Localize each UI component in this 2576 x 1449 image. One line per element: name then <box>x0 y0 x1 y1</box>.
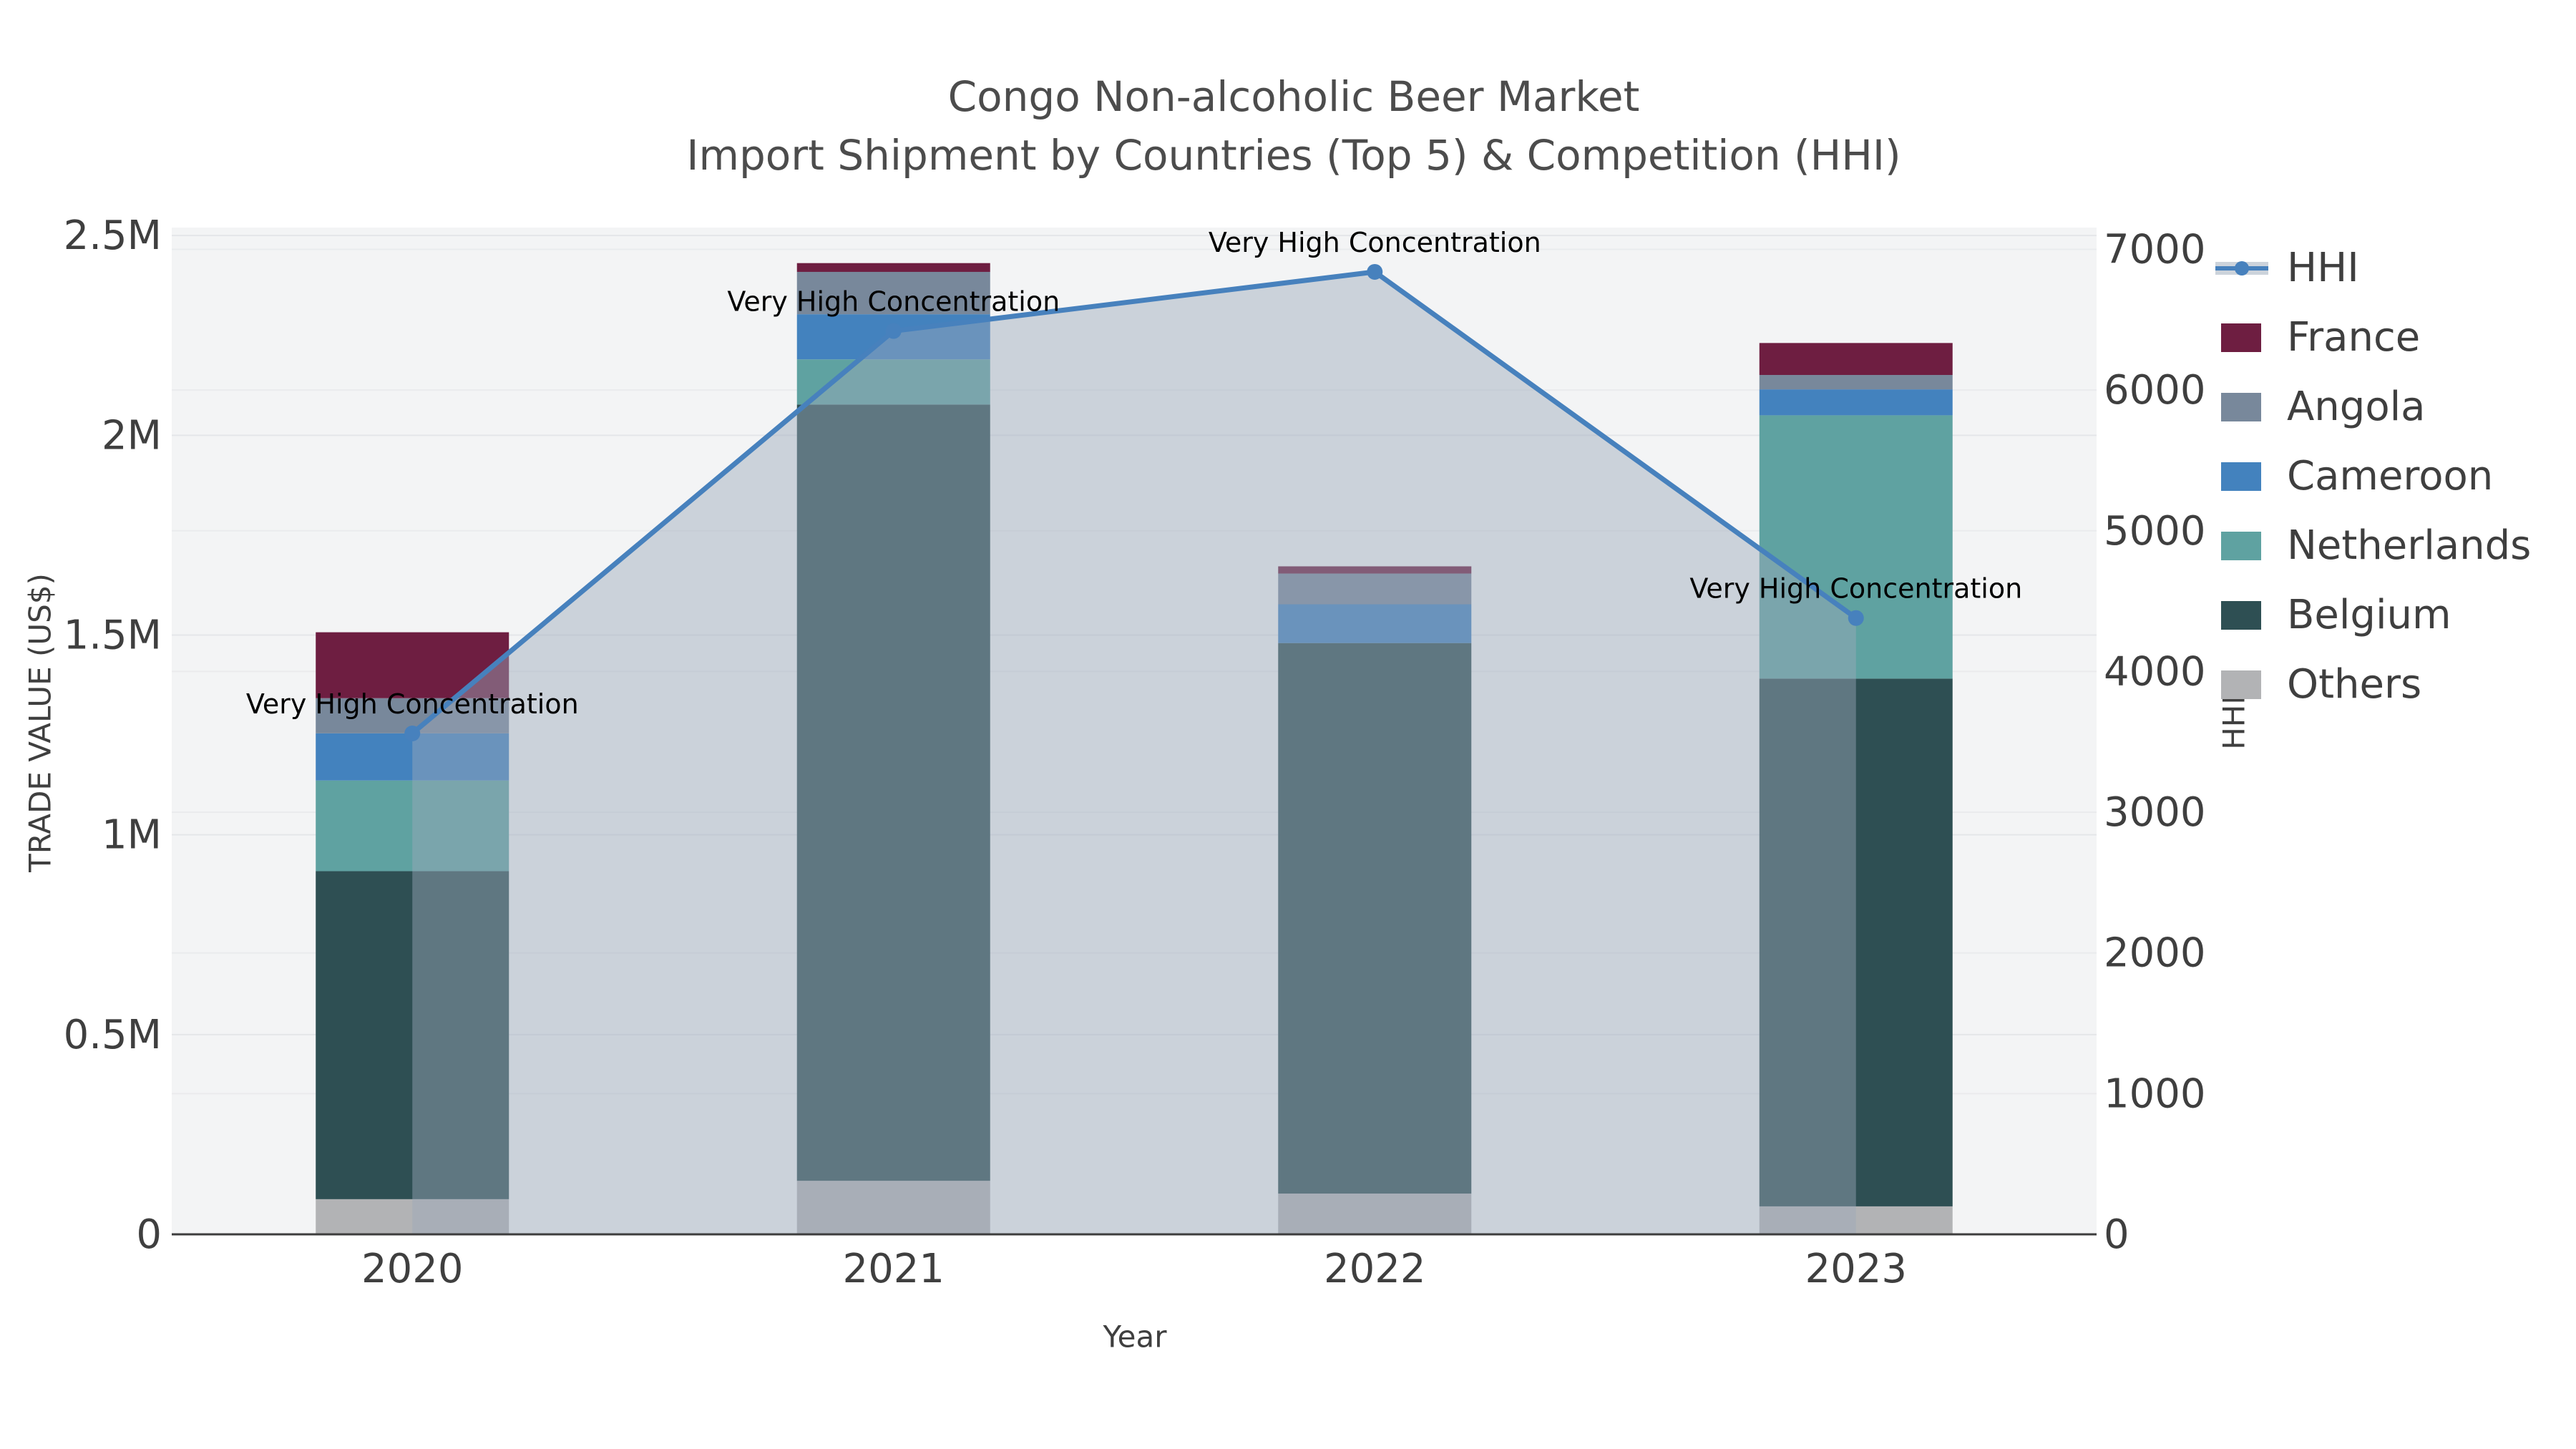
legend-swatch-others <box>2221 670 2261 699</box>
legend-label-hhi: HHI <box>2287 245 2359 291</box>
bar-segment-france-2021 <box>796 263 990 272</box>
bar-segment-belgium-2021 <box>796 404 990 1181</box>
legend-label-others: Others <box>2287 661 2422 708</box>
chart-subtitle: Import Shipment by Countries (Top 5) & C… <box>686 131 1901 180</box>
bar-segment-netherlands-2023 <box>1759 415 1953 679</box>
legend-item-angola: Angola <box>2215 372 2531 441</box>
legend-swatch-icon <box>2215 599 2268 632</box>
hhi-line-swatch-icon <box>2215 252 2268 285</box>
right-axis-tick-label: 6000 <box>2104 367 2206 414</box>
hhi-marker-2021 <box>885 323 902 339</box>
legend-item-hhi: HHI <box>2215 233 2531 303</box>
right-axis-tick-label: 2000 <box>2104 930 2206 977</box>
annotation-2022: Very High Concentration <box>1209 227 1541 258</box>
bar-segment-others-2023 <box>1759 1206 1953 1234</box>
x-axis-tick-label: 2021 <box>842 1246 945 1292</box>
legend-item-others: Others <box>2215 650 2531 719</box>
bar-segment-angola-2021 <box>796 271 990 315</box>
right-axis-tick-label: 0 <box>2104 1211 2129 1258</box>
hhi-marker-2020 <box>404 725 421 741</box>
legend-swatch-belgium <box>2221 600 2261 630</box>
left-axis-tick-label: 0 <box>136 1211 162 1258</box>
x-axis-tick-label: 2023 <box>1805 1246 1907 1292</box>
bar-segment-others-2021 <box>796 1181 990 1234</box>
legend-swatch-icon <box>2215 321 2268 354</box>
annotation-2023: Very High Concentration <box>1689 573 2022 605</box>
bar-segment-cameroon-2023 <box>1759 389 1953 416</box>
bar-segment-belgium-2020 <box>316 871 509 1199</box>
right-axis-tick-label: 5000 <box>2104 508 2206 555</box>
legend-swatch-icon <box>2215 460 2268 493</box>
bar-segment-angola-2023 <box>1759 375 1953 390</box>
hhi-area-fill <box>412 271 1856 1235</box>
hhi-marker-2023 <box>1848 610 1864 626</box>
legend-item-netherlands: Netherlands <box>2215 511 2531 580</box>
bar-segment-netherlands-2020 <box>316 780 509 872</box>
bar-segment-france-2023 <box>1759 343 1953 376</box>
bar-segment-france-2020 <box>316 632 509 698</box>
legend-item-france: France <box>2215 303 2531 372</box>
legend-label-angola: Angola <box>2287 384 2426 430</box>
chart-title: Congo Non-alcoholic Beer Market <box>947 72 1640 121</box>
hhi-marker-2022 <box>1367 263 1383 280</box>
legend-label-cameroon: Cameroon <box>2287 453 2494 499</box>
legend-label-france: France <box>2287 314 2421 361</box>
annotation-2020: Very High Concentration <box>246 688 579 720</box>
hhi-line <box>411 269 1858 736</box>
left-axis-tick-label: 2M <box>102 412 162 459</box>
right-axis-tick-label: 7000 <box>2104 226 2206 273</box>
hhi-marker-swatch <box>2235 260 2249 275</box>
legend-label-belgium: Belgium <box>2287 592 2451 638</box>
legend-item-cameroon: Cameroon <box>2215 441 2531 511</box>
bar-segment-others-2020 <box>316 1199 509 1234</box>
left-axis-tick-label: 0.5M <box>64 1012 162 1058</box>
legend-swatch-icon <box>2215 530 2268 562</box>
legend-swatch-icon <box>2215 391 2268 424</box>
left-axis-tick-label: 1M <box>102 812 162 859</box>
legend-item-belgium: Belgium <box>2215 580 2531 650</box>
x-axis-tick-label: 2020 <box>361 1246 464 1292</box>
left-axis-tick-label: 1.5M <box>64 613 162 659</box>
bar-segment-cameroon-2022 <box>1278 604 1472 643</box>
bar-segment-france-2022 <box>1278 566 1472 574</box>
legend-swatch-netherlands <box>2221 531 2261 560</box>
right-axis-tick-label: 1000 <box>2104 1070 2206 1117</box>
right-axis-tick-label: 4000 <box>2104 648 2206 695</box>
bar-segment-belgium-2023 <box>1759 678 1953 1206</box>
left-axis-tick-label: 2.5M <box>64 213 162 259</box>
annotation-2021: Very High Concentration <box>727 286 1060 318</box>
bar-segment-others-2022 <box>1278 1194 1472 1234</box>
legend-swatch-angola <box>2221 392 2261 421</box>
bar-segment-belgium-2022 <box>1278 643 1472 1194</box>
right-axis-tick-label: 3000 <box>2104 789 2206 836</box>
left-axis-title: TRADE VALUE (US$) <box>22 573 58 872</box>
bar-segment-angola-2022 <box>1278 573 1472 605</box>
legend-swatch-france <box>2221 323 2261 352</box>
legend: HHI France Angola Cameroon Netherlands Belgiu… <box>2215 233 2531 719</box>
legend-label-netherlands: Netherlands <box>2287 522 2532 569</box>
legend-swatch-cameroon <box>2221 462 2261 491</box>
x-axis-tick-label: 2022 <box>1324 1246 1426 1292</box>
x-axis-title: Year <box>1103 1319 1167 1355</box>
legend-swatch-icon <box>2215 668 2268 701</box>
